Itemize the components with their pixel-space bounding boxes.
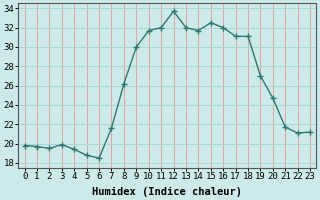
X-axis label: Humidex (Indice chaleur): Humidex (Indice chaleur) [92, 186, 242, 197]
